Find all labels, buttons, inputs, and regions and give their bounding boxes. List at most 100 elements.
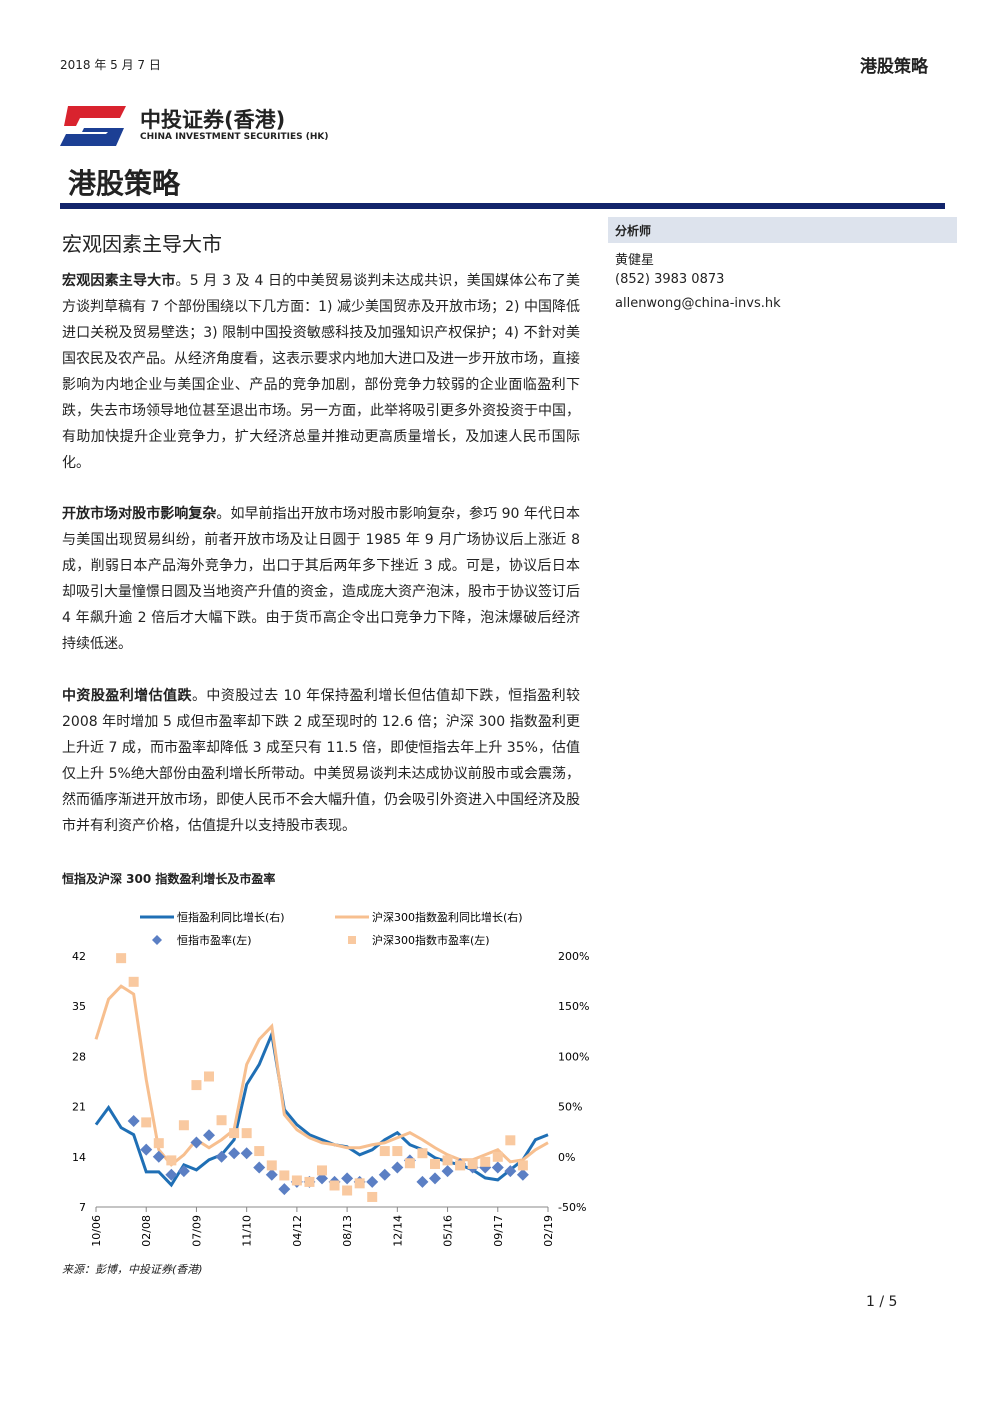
scatter-point (178, 1120, 189, 1131)
scatter-point (329, 1180, 340, 1191)
scatter-point (127, 1114, 140, 1127)
y2-tick-label: -50% (558, 1201, 586, 1214)
scatter-point (516, 1168, 529, 1181)
legend-label: 沪深300指数盈利同比增长(右) (372, 910, 523, 924)
scatter-point (153, 1138, 164, 1149)
paragraph-text: 。中资股过去 10 年保持盈利增长但估值却下跌，恒指盈利较 2008 年时增加 … (62, 688, 581, 834)
chart: 7 14 21 28 35 42 -50% 0% 50% 100% 150% 200% 10/06 02/… (72, 910, 589, 1247)
section-title: 宏观因素主导大市 (62, 232, 222, 256)
y2-tick-label: 100% (558, 1050, 589, 1063)
scatter-point (480, 1156, 491, 1167)
scatter-point (367, 1191, 378, 1202)
series-line (94, 1028, 549, 1188)
y2-tick-label: 50% (558, 1101, 582, 1114)
y-tick-label: 7 (79, 1201, 86, 1214)
scatter-point (278, 1183, 291, 1196)
scatter-point (342, 1185, 353, 1196)
scatter-point (128, 976, 139, 987)
paragraph: 中资股盈利增估值跌。中资股过去 10 年保持盈利增长但估值却下跌，恒指盈利较 2… (62, 683, 580, 839)
header-title: 港股策略 (860, 57, 928, 77)
x-tick-label: 04/12 (291, 1215, 304, 1247)
scatter-point (203, 1129, 215, 1142)
scatter-point (517, 1160, 528, 1171)
scatter-point (240, 1147, 253, 1160)
scatter-point (341, 1172, 354, 1185)
scatter-point (190, 1136, 203, 1149)
scatter-point (141, 1117, 152, 1128)
scatter-point (455, 1160, 466, 1171)
scatter-point (165, 1168, 178, 1181)
scatter-point (404, 1158, 415, 1169)
scatter-point (253, 1161, 266, 1174)
analyst-email: allenwong@china-invs.hk (615, 296, 781, 311)
scatter-point (304, 1176, 315, 1187)
scatter-point (291, 1175, 302, 1186)
page-number: 1 / 5 (866, 1294, 898, 1310)
scatter-point (379, 1146, 390, 1157)
paragraph-text: 。5 月 3 及 4 日的中美贸易谈判未达成共识，美国媒体公布了美方谈判草稿有 … (62, 273, 581, 471)
legend-label: 恒指盈利同比增长(右) (177, 910, 285, 924)
scatter-point (429, 1172, 441, 1185)
analyst-label: 分析师 (615, 224, 652, 238)
y2-tick-label: 150% (558, 1000, 589, 1013)
paragraph-text: 。如早前指出开放市场对股市影响复杂，参巧 90 年代日本与美国出现贸易纠纷，前者… (62, 506, 581, 652)
paragraph-lead: 宏观因素主导大市 (62, 273, 176, 289)
analyst-name: 黄健星 (615, 253, 655, 268)
y2-tick-label: 0% (558, 1151, 575, 1164)
scatter-point (354, 1178, 365, 1189)
chart-source: 来源：彭博，中投证券(香港) (62, 1263, 203, 1276)
x-tick-label: 02/08 (140, 1215, 153, 1247)
x-tick-label: 10/06 (90, 1215, 103, 1247)
scatter-point (216, 1115, 227, 1126)
x-tick-label: 08/13 (341, 1215, 354, 1247)
scatter-point (417, 1148, 428, 1159)
scatter-point (204, 1071, 214, 1082)
scatter-point (215, 1150, 228, 1163)
scatter-point (152, 1150, 165, 1163)
scatter-point (378, 1168, 391, 1181)
scatter-point (177, 1165, 190, 1178)
x-tick-label: 05/16 (442, 1215, 455, 1247)
scatter-point (229, 1128, 240, 1139)
scatter-point (140, 1143, 153, 1156)
scatter-point (265, 1168, 278, 1181)
scatter-point (441, 1165, 454, 1178)
scatter-point (116, 953, 127, 964)
scatter-point (254, 1146, 265, 1157)
chart-title: 恒指及沪深 300 指数盈利增长及市盈率 (62, 872, 276, 886)
scatter-point (191, 1080, 202, 1091)
legend-swatch (348, 936, 356, 944)
analyst-phone: (852) 3983 0873 (615, 272, 725, 287)
logo-name: 中投证券(香港) (140, 108, 286, 132)
y-tick-label: 42 (72, 950, 86, 963)
paragraph-lead: 中资股盈利增估值跌 (62, 688, 192, 704)
series-line (94, 984, 549, 1167)
y2-tick-label: 200% (558, 950, 589, 963)
scatter-point (505, 1135, 516, 1146)
analyst-box (608, 217, 957, 243)
scatter-point (442, 1155, 453, 1166)
scatter-point (228, 1147, 241, 1160)
scatter-point (366, 1175, 379, 1188)
scatter-point (266, 1160, 277, 1171)
title-rule (60, 203, 945, 209)
legend-swatch (152, 935, 162, 945)
header-date: 2018 年 5 月 7 日 (60, 58, 161, 72)
x-tick-label: 09/17 (492, 1215, 505, 1247)
x-tick-label: 02/19 (542, 1215, 555, 1247)
scatter-point (467, 1158, 478, 1169)
y-tick-label: 21 (72, 1101, 86, 1114)
legend-label: 恒指市盈率(左) (177, 933, 252, 947)
scatter-point (491, 1161, 504, 1174)
paragraph: 开放市场对股市影响复杂。如早前指出开放市场对股市影响复杂，参巧 90 年代日本与… (62, 501, 580, 657)
y-tick-label: 14 (72, 1151, 86, 1164)
scatter-point (241, 1128, 252, 1139)
paragraph: 宏观因素主导大市。5 月 3 及 4 日的中美贸易谈判未达成共识，美国媒体公布了… (62, 268, 580, 476)
scatter-point (317, 1165, 327, 1176)
scatter-point (504, 1165, 517, 1178)
scatter-point (166, 1155, 177, 1166)
scatter-point (392, 1146, 403, 1157)
x-tick-label: 11/10 (241, 1215, 254, 1247)
x-tick-label: 07/09 (190, 1215, 203, 1247)
